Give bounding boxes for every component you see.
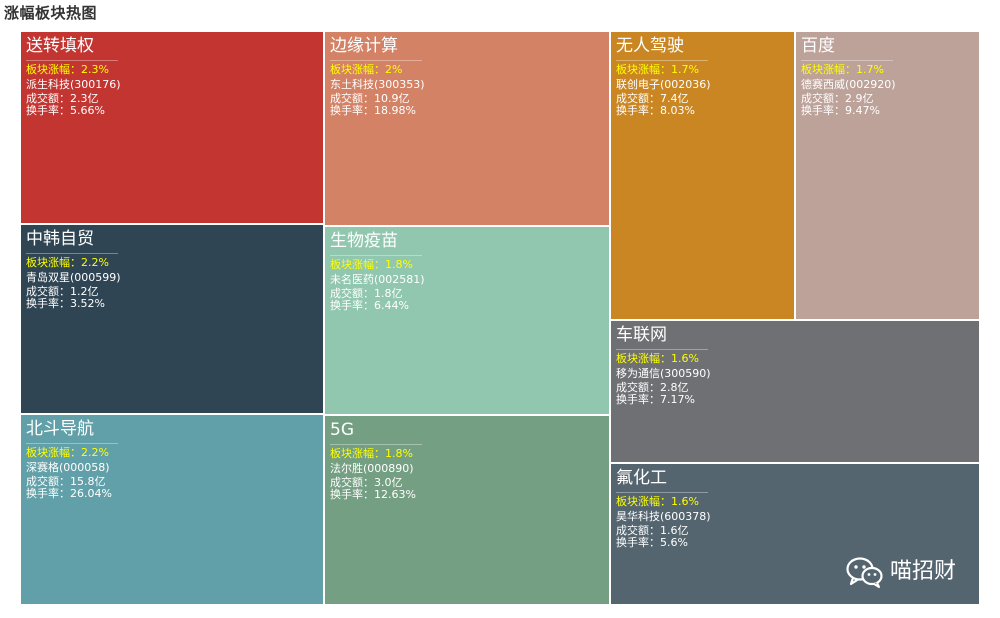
tile-divider	[26, 253, 118, 254]
tile-change-value: 1.7%	[856, 63, 884, 76]
treemap-tile[interactable]: 边缘计算 板块涨幅：2% 东土科技(300353) 成交额：10.9亿 换手率：18.9…	[324, 31, 610, 226]
tile-name: 送转填权	[26, 36, 94, 56]
tile-change-prefix: 板块涨幅：	[330, 258, 385, 271]
tile-change-prefix: 板块涨幅：	[616, 63, 671, 76]
treemap-tile[interactable]: 送转填权 板块涨幅：2.3% 派生科技(300176) 成交额：2.3亿 换手率：5.6…	[20, 31, 324, 224]
tile-change-prefix: 板块涨幅：	[801, 63, 856, 76]
tile-volume: 成交额：1.6亿	[616, 524, 689, 537]
wechat-icon	[846, 557, 883, 588]
tile-change-value: 1.7%	[671, 63, 699, 76]
tile-change: 板块涨幅：2%	[330, 63, 402, 77]
watermark-text: 喵招财	[890, 559, 957, 584]
tile-volume: 成交额：3.0亿	[330, 476, 403, 489]
tile-divider	[616, 60, 708, 61]
tile-change-value: 1.8%	[385, 258, 413, 271]
tile-divider	[330, 60, 422, 61]
tile-change-value: 2.2%	[81, 256, 109, 269]
tile-turnover: 换手率：5.66%	[26, 104, 105, 117]
treemap-tile[interactable]: 生物疫苗 板块涨幅：1.8% 未名医药(002581) 成交额：1.8亿 换手率：6.4…	[324, 226, 610, 415]
tile-divider	[616, 492, 708, 493]
tile-divider	[330, 444, 422, 445]
tile-volume: 成交额：1.8亿	[330, 287, 403, 300]
tile-name: 北斗导航	[26, 419, 94, 439]
tile-divider	[330, 255, 422, 256]
tile-turnover: 换手率：5.6%	[616, 536, 688, 549]
tile-change-value: 1.8%	[385, 447, 413, 460]
tile-name: 无人驾驶	[616, 36, 684, 56]
tile-change-prefix: 板块涨幅：	[616, 352, 671, 365]
tile-stock: 昊华科技(600378)	[616, 510, 711, 523]
treemap-tile[interactable]: 5G 板块涨幅：1.8% 法尔胜(000890) 成交额：3.0亿 换手率：12.63%	[324, 415, 610, 605]
tile-change-value: 2.2%	[81, 446, 109, 459]
treemap-tile[interactable]: 百度 板块涨幅：1.7% 德赛西威(002920) 成交额：2.9亿 换手率：9.47%	[795, 31, 980, 320]
tile-turnover: 换手率：12.63%	[330, 488, 416, 501]
tile-change: 板块涨幅：2.3%	[26, 63, 109, 77]
tile-change-prefix: 板块涨幅：	[26, 256, 81, 269]
treemap-tile[interactable]: 氟化工 板块涨幅：1.6% 昊华科技(600378) 成交额：1.6亿 换手率：5.6%	[610, 463, 980, 605]
tile-volume: 成交额：2.3亿	[26, 92, 99, 105]
tile-change: 板块涨幅：1.7%	[801, 63, 884, 77]
tile-change-prefix: 板块涨幅：	[26, 446, 81, 459]
tile-change: 板块涨幅：1.7%	[616, 63, 699, 77]
tile-name: 氟化工	[616, 468, 667, 488]
tile-name: 中韩自贸	[26, 229, 94, 249]
tile-turnover: 换手率：6.44%	[330, 299, 409, 312]
tile-divider	[26, 443, 118, 444]
tile-volume: 成交额：10.9亿	[330, 92, 410, 105]
tile-volume: 成交额：15.8亿	[26, 475, 106, 488]
tile-volume: 成交额：2.9亿	[801, 92, 874, 105]
treemap-tile[interactable]: 无人驾驶 板块涨幅：1.7% 联创电子(002036) 成交额：7.4亿 换手率：8.0…	[610, 31, 795, 320]
page-title: 涨幅板块热图	[4, 4, 98, 22]
tile-change-value: 2.3%	[81, 63, 109, 76]
tile-change-prefix: 板块涨幅：	[26, 63, 81, 76]
tile-name: 生物疫苗	[330, 231, 398, 251]
watermark: 喵招财	[846, 556, 956, 588]
tile-turnover: 换手率：3.52%	[26, 297, 105, 310]
tile-change: 板块涨幅：1.6%	[616, 352, 699, 366]
tile-volume: 成交额：2.8亿	[616, 381, 689, 394]
tile-turnover: 换手率：7.17%	[616, 393, 695, 406]
tile-change-value: 1.6%	[671, 352, 699, 365]
tile-change-prefix: 板块涨幅：	[330, 447, 385, 460]
tile-stock: 德赛西威(002920)	[801, 78, 896, 91]
tile-divider	[616, 349, 708, 350]
tile-turnover: 换手率：26.04%	[26, 487, 112, 500]
tile-turnover: 换手率：18.98%	[330, 104, 416, 117]
tile-turnover: 换手率：8.03%	[616, 104, 695, 117]
tile-stock: 未名医药(002581)	[330, 273, 425, 286]
tile-turnover: 换手率：9.47%	[801, 104, 880, 117]
tile-change: 板块涨幅：1.8%	[330, 447, 413, 461]
tile-divider	[26, 60, 118, 61]
tile-stock: 青岛双星(000599)	[26, 271, 121, 284]
tile-stock: 移为通信(300590)	[616, 367, 711, 380]
tile-stock: 联创电子(002036)	[616, 78, 711, 91]
tile-change-prefix: 板块涨幅：	[330, 63, 385, 76]
tile-name: 边缘计算	[330, 36, 398, 56]
tile-stock: 派生科技(300176)	[26, 78, 121, 91]
tile-change-prefix: 板块涨幅：	[616, 495, 671, 508]
treemap-tile[interactable]: 北斗导航 板块涨幅：2.2% 深赛格(000058) 成交额：15.8亿 换手率：26.…	[20, 414, 324, 605]
treemap-tile[interactable]: 中韩自贸 板块涨幅：2.2% 青岛双星(000599) 成交额：1.2亿 换手率：3.5…	[20, 224, 324, 414]
tile-stock: 东土科技(300353)	[330, 78, 425, 91]
tile-volume: 成交额：7.4亿	[616, 92, 689, 105]
tile-name: 百度	[801, 36, 835, 56]
tile-change: 板块涨幅：1.6%	[616, 495, 699, 509]
tile-change: 板块涨幅：2.2%	[26, 256, 109, 270]
tile-divider	[801, 60, 893, 61]
tile-stock: 法尔胜(000890)	[330, 462, 414, 475]
tile-change-value: 1.6%	[671, 495, 699, 508]
tile-stock: 深赛格(000058)	[26, 461, 110, 474]
tile-volume: 成交额：1.2亿	[26, 285, 99, 298]
tile-name: 5G	[330, 420, 354, 440]
tile-change: 板块涨幅：2.2%	[26, 446, 109, 460]
treemap-tile[interactable]: 车联网 板块涨幅：1.6% 移为通信(300590) 成交额：2.8亿 换手率：7.17…	[610, 320, 980, 463]
tile-name: 车联网	[616, 325, 667, 345]
tile-change-value: 2%	[385, 63, 403, 76]
tile-change: 板块涨幅：1.8%	[330, 258, 413, 272]
